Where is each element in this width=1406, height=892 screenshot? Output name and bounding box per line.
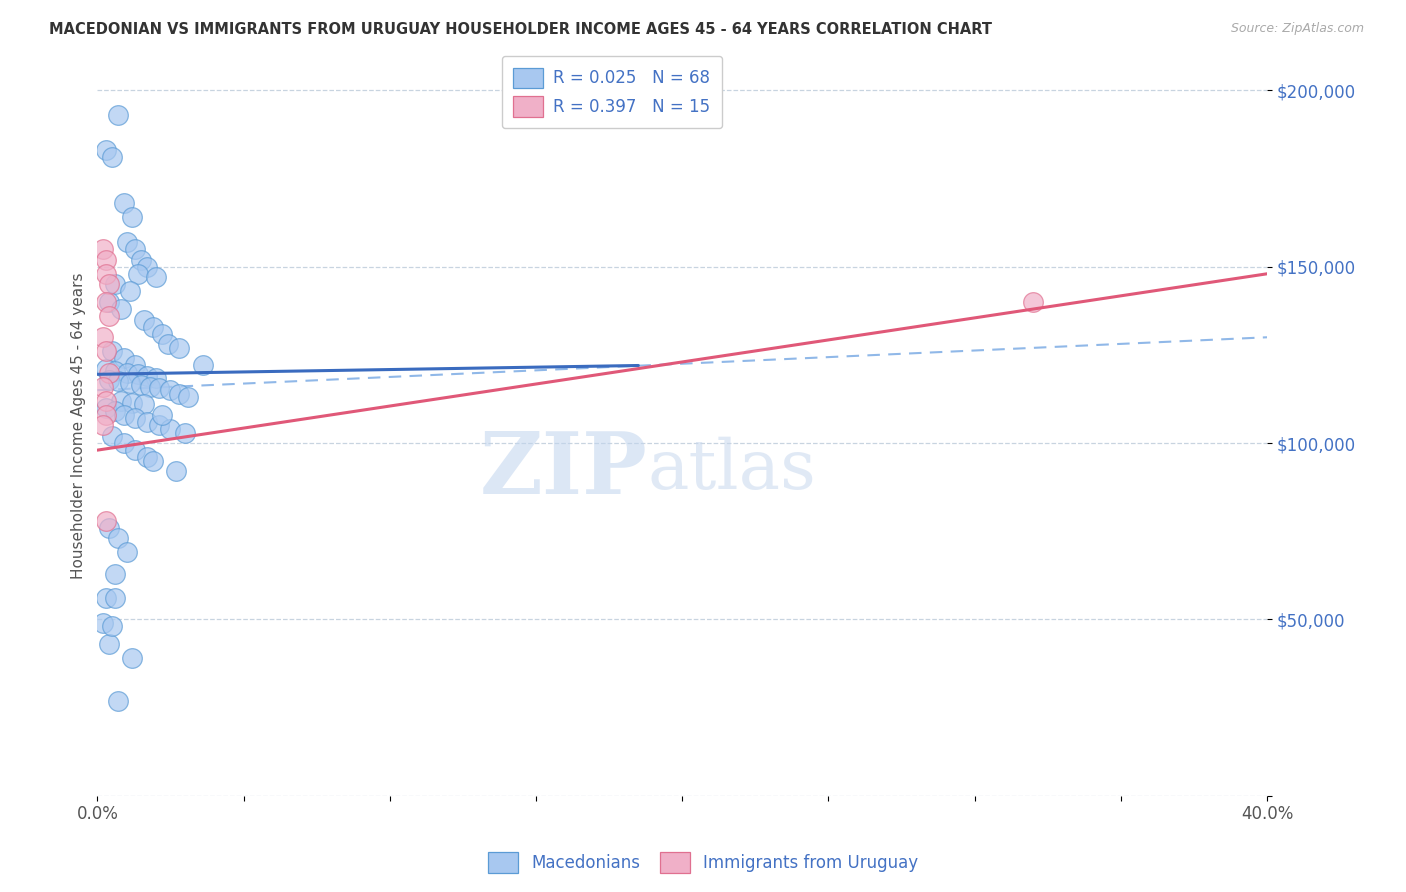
Point bbox=[91, 379, 114, 393]
Point bbox=[101, 619, 124, 633]
Point bbox=[91, 330, 114, 344]
Point bbox=[148, 381, 170, 395]
Point bbox=[104, 364, 127, 378]
Point bbox=[142, 453, 165, 467]
Legend: Macedonians, Immigrants from Uruguay: Macedonians, Immigrants from Uruguay bbox=[481, 846, 925, 880]
Point bbox=[98, 277, 121, 292]
Point bbox=[112, 408, 135, 422]
Point bbox=[159, 383, 181, 397]
Point bbox=[110, 301, 132, 316]
Point bbox=[91, 615, 114, 630]
Point bbox=[98, 366, 121, 380]
Point bbox=[91, 418, 114, 433]
Point bbox=[98, 373, 121, 387]
Point bbox=[145, 270, 167, 285]
Point bbox=[124, 411, 146, 425]
Point bbox=[174, 425, 197, 440]
Point bbox=[159, 422, 181, 436]
Point bbox=[94, 401, 117, 415]
Point bbox=[107, 693, 129, 707]
Point bbox=[121, 395, 143, 409]
Point bbox=[94, 362, 117, 376]
Point bbox=[129, 377, 152, 392]
Point bbox=[142, 319, 165, 334]
Point bbox=[167, 386, 190, 401]
Point bbox=[177, 390, 200, 404]
Point bbox=[94, 408, 117, 422]
Point bbox=[101, 429, 124, 443]
Point bbox=[165, 464, 187, 478]
Point bbox=[121, 211, 143, 225]
Point bbox=[94, 252, 117, 267]
Point bbox=[115, 545, 138, 559]
Point bbox=[150, 326, 173, 341]
Point bbox=[94, 144, 117, 158]
Point bbox=[118, 285, 141, 299]
Point bbox=[104, 591, 127, 606]
Y-axis label: Householder Income Ages 45 - 64 years: Householder Income Ages 45 - 64 years bbox=[72, 272, 86, 579]
Point bbox=[136, 260, 159, 274]
Point bbox=[104, 404, 127, 418]
Point bbox=[1022, 295, 1045, 310]
Point bbox=[156, 337, 179, 351]
Point bbox=[94, 344, 117, 359]
Point bbox=[121, 651, 143, 665]
Point bbox=[134, 312, 156, 326]
Point bbox=[98, 295, 121, 310]
Point bbox=[94, 514, 117, 528]
Point bbox=[167, 341, 190, 355]
Point bbox=[134, 397, 156, 411]
Point bbox=[112, 196, 135, 211]
Point bbox=[124, 242, 146, 256]
Point bbox=[107, 531, 129, 545]
Point bbox=[110, 393, 132, 408]
Point bbox=[94, 393, 117, 408]
Text: MACEDONIAN VS IMMIGRANTS FROM URUGUAY HOUSEHOLDER INCOME AGES 45 - 64 YEARS CORR: MACEDONIAN VS IMMIGRANTS FROM URUGUAY HO… bbox=[49, 22, 993, 37]
Point bbox=[136, 369, 159, 384]
Point bbox=[101, 344, 124, 359]
Text: atlas: atlas bbox=[647, 437, 815, 503]
Point bbox=[124, 443, 146, 458]
Point bbox=[112, 436, 135, 450]
Point bbox=[129, 252, 152, 267]
Point bbox=[98, 521, 121, 535]
Point bbox=[136, 450, 159, 465]
Point bbox=[104, 277, 127, 292]
Point bbox=[191, 359, 214, 373]
Point bbox=[118, 376, 141, 391]
Point bbox=[94, 295, 117, 310]
Point bbox=[148, 418, 170, 433]
Point bbox=[139, 379, 162, 393]
Point bbox=[145, 371, 167, 385]
Point bbox=[98, 309, 121, 323]
Point bbox=[127, 267, 149, 281]
Point bbox=[115, 235, 138, 249]
Point bbox=[127, 368, 149, 382]
Point bbox=[94, 591, 117, 606]
Text: ZIP: ZIP bbox=[479, 428, 647, 512]
Point bbox=[115, 366, 138, 380]
Point bbox=[150, 408, 173, 422]
Point bbox=[107, 375, 129, 389]
Point bbox=[91, 242, 114, 256]
Point bbox=[98, 637, 121, 651]
Point bbox=[136, 415, 159, 429]
Point bbox=[107, 108, 129, 122]
Point bbox=[124, 359, 146, 373]
Point bbox=[94, 267, 117, 281]
Point bbox=[101, 150, 124, 164]
Point bbox=[104, 566, 127, 581]
Legend: R = 0.025   N = 68, R = 0.397   N = 15: R = 0.025 N = 68, R = 0.397 N = 15 bbox=[502, 56, 723, 128]
Point bbox=[112, 351, 135, 366]
Text: Source: ZipAtlas.com: Source: ZipAtlas.com bbox=[1230, 22, 1364, 36]
